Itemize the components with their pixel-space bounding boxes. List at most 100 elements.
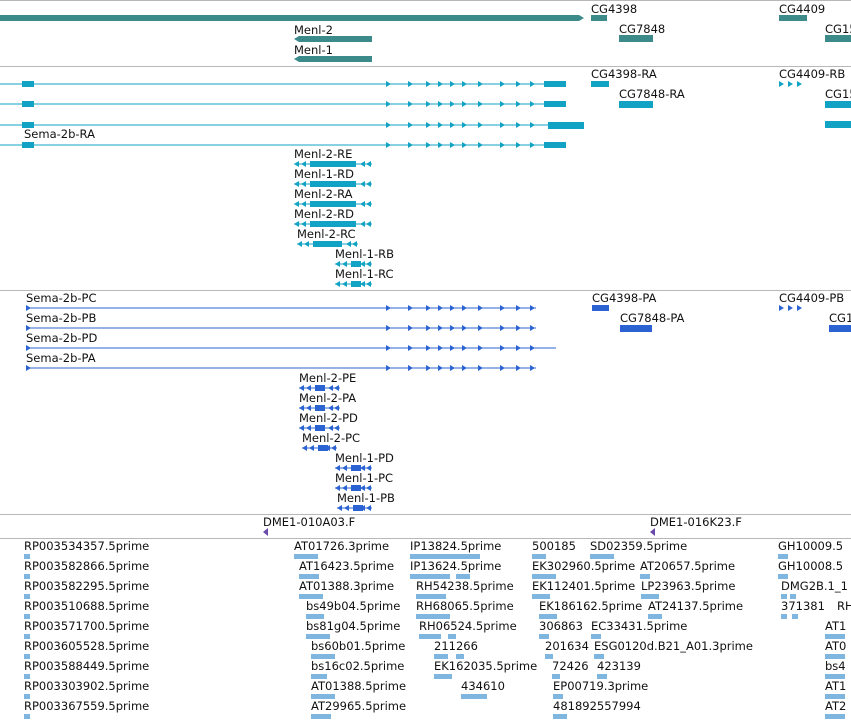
protein-label[interactable]: Menl-2-PE <box>299 371 357 385</box>
est-label[interactable]: AT01726.3prime <box>294 539 390 553</box>
transcript-label[interactable]: Menl-1-RB <box>335 247 394 261</box>
protein-exon[interactable] <box>26 325 31 331</box>
est-glyph[interactable] <box>552 674 560 679</box>
transcript-exon[interactable] <box>408 101 413 107</box>
est-glyph[interactable] <box>790 594 796 599</box>
protein-exon[interactable] <box>450 365 455 371</box>
gene-glyph[interactable] <box>591 15 607 21</box>
est-label[interactable]: ESG0120d.B21_A01.3prime <box>594 639 753 653</box>
transcript-exon[interactable] <box>530 81 535 87</box>
est-label[interactable]: EK112401.5prime <box>532 579 636 593</box>
transcript-exon[interactable] <box>386 142 391 148</box>
transcript-exon[interactable] <box>360 181 365 187</box>
transcript-label[interactable]: CG4409-RB <box>779 67 846 81</box>
est-label[interactable]: 423139 <box>597 659 641 673</box>
est-label[interactable]: 201634 <box>545 639 589 653</box>
protein-exon[interactable] <box>788 305 793 311</box>
transcript-exon[interactable] <box>478 122 483 128</box>
transcript-exon[interactable] <box>462 101 467 107</box>
est-label[interactable]: AT24137.5prime <box>648 599 744 613</box>
gene-glyph[interactable] <box>779 15 807 21</box>
transcript-exon[interactable] <box>450 81 455 87</box>
gene-label[interactable]: Menl-1 <box>294 43 333 57</box>
protein-exon[interactable] <box>462 365 467 371</box>
est-glyph[interactable] <box>24 554 30 559</box>
protein-exon[interactable] <box>450 305 455 311</box>
est-label[interactable]: RP003534357.5prime <box>24 539 150 553</box>
transcript-exon[interactable] <box>516 122 521 128</box>
transcript-exon[interactable] <box>438 101 443 107</box>
protein-exon[interactable] <box>26 365 31 371</box>
transcript-exon[interactable] <box>299 405 304 411</box>
protein-exon[interactable] <box>426 345 431 351</box>
protein-exon[interactable] <box>438 325 443 331</box>
est-glyph[interactable] <box>641 594 659 599</box>
est-label[interactable]: AT01388.5prime <box>311 679 407 693</box>
transcript-exon[interactable] <box>360 465 365 471</box>
transcript-exon[interactable] <box>360 281 365 287</box>
protein-label[interactable]: Menl-1-PB <box>337 491 395 505</box>
transcript-exon[interactable] <box>544 101 566 107</box>
transcript-exon[interactable] <box>544 81 566 87</box>
est-label[interactable]: 481892557994 <box>553 699 641 713</box>
est-label[interactable]: AT1 <box>825 679 847 693</box>
est-glyph[interactable] <box>24 614 30 619</box>
protein-exon[interactable] <box>516 305 521 311</box>
est-label[interactable]: RP003588449.5prime <box>24 659 150 673</box>
est-glyph[interactable] <box>539 634 549 639</box>
transcript-exon[interactable] <box>366 485 371 491</box>
est-glyph[interactable] <box>532 554 546 559</box>
transcript-exon[interactable] <box>294 181 299 187</box>
est-glyph[interactable] <box>294 554 318 559</box>
clone-label[interactable]: DME1-016K23.F <box>650 515 742 529</box>
transcript-exon[interactable] <box>313 241 342 247</box>
protein-exon[interactable] <box>450 345 455 351</box>
protein-exon[interactable] <box>438 305 443 311</box>
gene-label[interactable]: CG15 <box>825 22 851 36</box>
protein-exon[interactable] <box>408 305 413 311</box>
est-glyph[interactable] <box>778 554 788 559</box>
est-glyph[interactable] <box>461 694 487 699</box>
est-glyph[interactable] <box>311 714 331 719</box>
transcript-exon[interactable] <box>788 81 793 87</box>
est-glyph[interactable] <box>553 714 567 719</box>
transcript-exon[interactable] <box>366 281 371 287</box>
transcript-exon[interactable] <box>478 101 483 107</box>
est-glyph[interactable] <box>825 654 845 659</box>
est-label[interactable]: 306863 <box>539 619 583 633</box>
transcript-exon[interactable] <box>335 281 340 287</box>
protein-label[interactable]: Menl-2-PA <box>299 391 357 405</box>
transcript-exon[interactable] <box>500 142 505 148</box>
transcript-exon[interactable] <box>408 122 413 128</box>
protein-exon[interactable] <box>462 345 467 351</box>
protein-exon[interactable] <box>386 345 391 351</box>
protein-exon[interactable] <box>478 365 483 371</box>
est-glyph[interactable] <box>532 574 556 579</box>
transcript-exon[interactable] <box>366 161 371 167</box>
transcript-label[interactable]: Menl-2-RA <box>294 187 353 201</box>
est-label[interactable]: EK186162.5prime <box>539 599 643 613</box>
protein-label[interactable]: Sema-2b-PB <box>26 311 97 325</box>
est-label[interactable]: RH54238.5prime <box>416 579 514 593</box>
transcript-exon[interactable] <box>310 181 356 187</box>
est-label[interactable]: AT0 <box>825 639 847 653</box>
est-label[interactable]: AT1 <box>825 619 847 633</box>
est-glyph[interactable] <box>299 574 319 579</box>
transcript-exon[interactable] <box>302 445 307 451</box>
transcript-exon[interactable] <box>334 425 339 431</box>
protein-exon[interactable] <box>779 305 784 311</box>
transcript-exon[interactable] <box>386 81 391 87</box>
protein-label[interactable]: CG7848-PA <box>620 311 685 325</box>
est-label[interactable]: RP003571700.5prime <box>24 619 150 633</box>
est-label[interactable]: 211266 <box>434 639 478 653</box>
est-glyph[interactable] <box>648 614 662 619</box>
protein-exon[interactable] <box>500 305 505 311</box>
transcript-exon[interactable] <box>360 221 365 227</box>
est-label[interactable]: RP003510688.5prime <box>24 599 150 613</box>
protein-exon[interactable] <box>530 325 535 331</box>
est-glyph[interactable] <box>306 634 330 639</box>
transcript-exon[interactable] <box>328 425 333 431</box>
transcript-exon[interactable] <box>294 201 299 207</box>
protein-label[interactable]: CG4398-PA <box>592 291 657 305</box>
transcript-exon[interactable] <box>619 101 653 108</box>
